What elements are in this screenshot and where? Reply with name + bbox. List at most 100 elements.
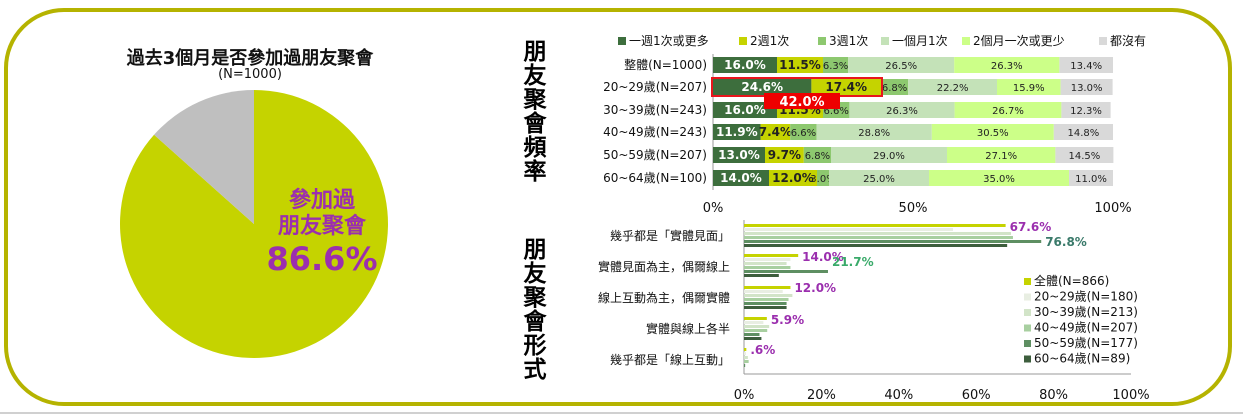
legend-swatch	[1024, 355, 1031, 363]
x-tick-label: 100%	[1094, 201, 1131, 216]
legend-label: 2個月一次或更少	[973, 34, 1065, 48]
legend-label: 都沒有	[1110, 34, 1146, 48]
value-label: 76.8%	[1045, 235, 1087, 249]
data-label: 14.5%	[1069, 151, 1101, 162]
bar-segment	[769, 170, 817, 186]
data-label: 30.5%	[977, 128, 1009, 139]
bar-segment	[760, 124, 791, 140]
legend-label: 3週1次	[829, 34, 868, 48]
bar-segment	[713, 102, 777, 118]
x-tick-label: 60%	[962, 388, 991, 403]
bar-segment	[777, 57, 823, 73]
pie-chart	[119, 90, 389, 358]
bar	[744, 232, 1012, 235]
legend-label: 30~39歲(N=213)	[1034, 305, 1138, 319]
x-tick-label: 40%	[884, 388, 913, 403]
data-label: 6.6%	[823, 106, 848, 117]
data-label: 24.6%	[741, 80, 783, 94]
bar	[744, 270, 828, 273]
legend-swatch	[818, 37, 826, 45]
legend-label: 50~59歲(N=177)	[1034, 336, 1138, 350]
bar	[744, 364, 746, 367]
category-label: 50~59歲(N=207)	[603, 148, 707, 162]
bar-segment	[1061, 102, 1111, 118]
bar-segment	[947, 147, 1056, 163]
legend-swatch	[962, 37, 970, 45]
legend-swatch	[1024, 340, 1031, 347]
frequency-title: 朋友聚會頻率	[523, 39, 547, 185]
bottom-divider	[0, 412, 1243, 414]
category-label: 20~29歲(N=207)	[603, 80, 707, 94]
legend-swatch	[618, 37, 626, 45]
legend-label: 全體(N=866)	[1034, 273, 1109, 288]
bar-segment	[765, 147, 804, 163]
pie-title: 過去3個月是否參加過朋友聚會	[126, 48, 374, 69]
data-label: 11.9%	[716, 125, 758, 139]
data-label: 17.4%	[825, 80, 867, 94]
bar	[744, 298, 789, 301]
bar-segment	[954, 102, 1062, 118]
bar	[744, 333, 760, 336]
data-label: 6.8%	[805, 151, 830, 162]
data-label: 13.0%	[1071, 83, 1103, 94]
form-title: 朋友聚會形式	[523, 237, 547, 383]
value-label: 12.0%	[794, 281, 836, 295]
bar	[744, 228, 953, 231]
bar	[744, 321, 764, 324]
data-label: 26.7%	[992, 106, 1024, 117]
legend-swatch	[1024, 278, 1031, 285]
x-tick-label: 0%	[703, 201, 724, 216]
x-tick-label: 50%	[899, 201, 928, 216]
pie-slice-1	[154, 90, 254, 224]
bar-segment	[713, 57, 777, 73]
data-label: 7.4%	[759, 125, 792, 139]
data-label: 9.7%	[768, 148, 801, 162]
legend-swatch	[1024, 324, 1031, 332]
x-tick-label: 20%	[807, 388, 836, 403]
data-label: 3.0%	[810, 174, 835, 185]
bar-segment	[1060, 79, 1113, 95]
bar-segment	[831, 147, 947, 163]
pie-label-value: 86.6%	[266, 240, 378, 278]
bar-segment	[848, 57, 955, 73]
legend-swatch	[1024, 309, 1031, 316]
bar	[744, 294, 793, 297]
legend-label: 20~29歲(N=180)	[1034, 290, 1138, 304]
data-label: 12.0%	[772, 171, 814, 185]
data-label: 22.2%	[937, 83, 969, 94]
data-label: 13.4%	[1070, 61, 1102, 72]
value-label: 21.7%	[832, 255, 874, 269]
rounded-frame	[4, 8, 1232, 406]
data-label: 6.3%	[823, 61, 848, 72]
bar	[744, 352, 746, 355]
value-label: 67.6%	[1010, 220, 1052, 234]
bar	[744, 360, 749, 363]
form-bar-chart: 幾乎都是「實體見面」實體見面為主，偶爾線上線上互動為主，偶爾實體實體與線上各半幾…	[598, 220, 1150, 403]
bar	[744, 262, 787, 265]
legend-swatch	[1099, 37, 1107, 45]
category-label: 30~39歲(N=243)	[603, 103, 707, 117]
category-label: 實體見面為主，偶爾線上	[598, 259, 730, 274]
bar-segment	[1053, 124, 1113, 140]
legend-swatch	[739, 37, 747, 45]
pie-label-line2: 朋友聚會	[277, 214, 366, 239]
bar	[744, 302, 787, 305]
data-label: 26.3%	[886, 106, 918, 117]
bar-segment	[803, 147, 831, 163]
data-label: 13.0%	[718, 148, 760, 162]
data-label: 26.3%	[991, 61, 1023, 72]
x-tick-label: 100%	[1112, 388, 1149, 403]
bar-segment	[713, 147, 765, 163]
bar-segment	[823, 57, 849, 73]
data-label: 25.0%	[863, 174, 895, 185]
frequency-stacked-bar-chart: 一週1次或更多 2週1次 3週1次 一個月1次 2個月一次或更少 都沒有整體(N=1000…	[603, 34, 1146, 216]
bar-segment	[816, 124, 932, 140]
bar	[744, 329, 768, 332]
category-label: 幾乎都是「實體見面」	[610, 228, 730, 243]
bar	[744, 254, 799, 257]
legend-label: 一週1次或更多	[629, 34, 709, 48]
bar	[744, 337, 762, 340]
category-label: 60~64歲(N=100)	[603, 171, 707, 185]
data-label: 11.5%	[779, 58, 821, 72]
data-label: 27.1%	[985, 151, 1017, 162]
